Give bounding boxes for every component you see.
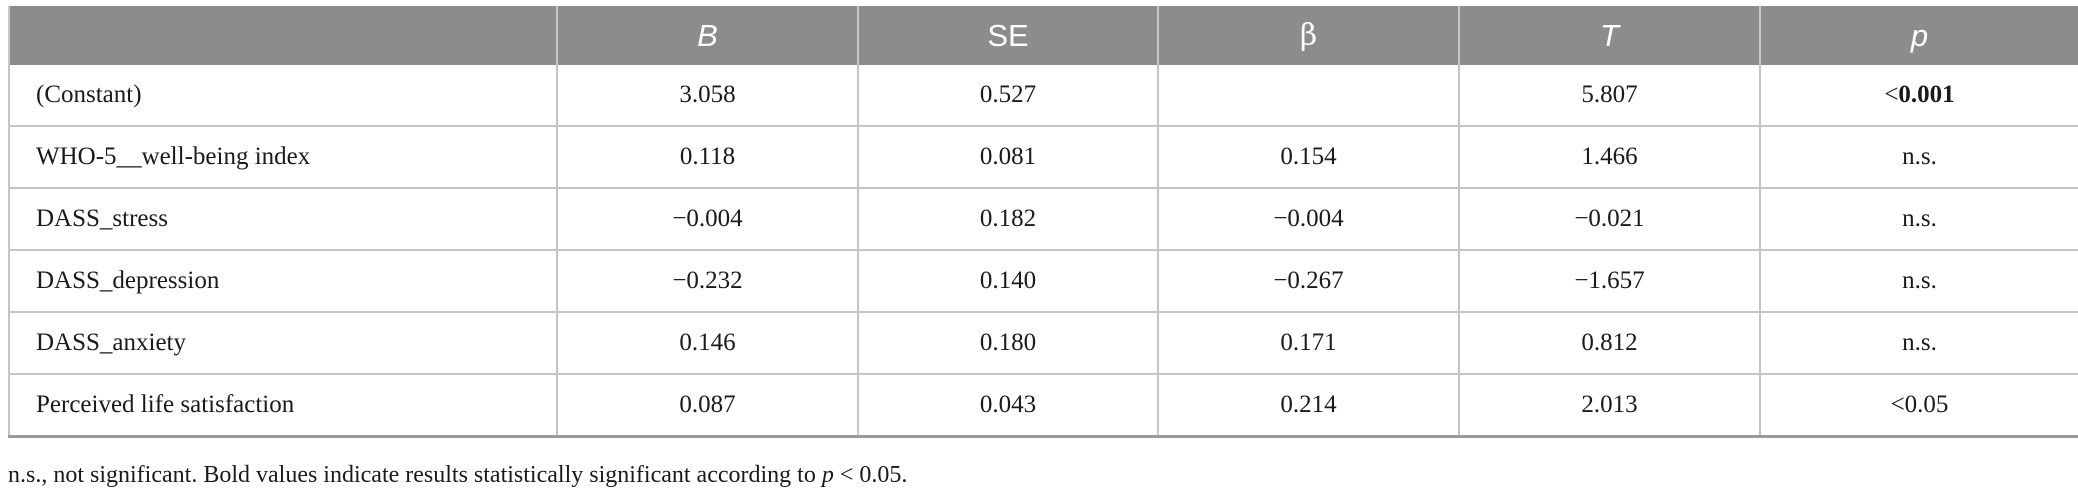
table-row: DASS_anxiety 0.146 0.180 0.171 0.812 n.s… — [8, 312, 2078, 375]
row-label: WHO-5__well-being index — [8, 126, 558, 189]
table-row: Perceived life satisfaction 0.087 0.043 … — [8, 374, 2078, 437]
cell-t: −1.657 — [1458, 250, 1761, 313]
row-label: Perceived life satisfaction — [8, 374, 558, 437]
cell-p: n.s. — [1759, 126, 2078, 189]
cell-b: −0.004 — [556, 188, 859, 251]
regression-table-container: B SE β T p (Constant) 3.058 0.527 5.807 … — [8, 6, 2078, 438]
table-row: WHO-5__well-being index 0.118 0.081 0.15… — [8, 126, 2078, 189]
row-label: DASS_stress — [8, 188, 558, 251]
cell-beta: −0.267 — [1157, 250, 1460, 313]
cell-se: 0.140 — [857, 250, 1159, 313]
table-row: DASS_depression −0.232 0.140 −0.267 −1.6… — [8, 250, 2078, 313]
cell-t: 5.807 — [1458, 65, 1761, 127]
cell-beta: 0.154 — [1157, 126, 1460, 189]
header-p: p — [1759, 6, 2078, 65]
cell-b: 0.118 — [556, 126, 859, 189]
cell-se: 0.180 — [857, 312, 1159, 375]
table-footnote: n.s., not significant. Bold values indic… — [8, 462, 907, 489]
cell-beta — [1157, 65, 1460, 127]
cell-beta: 0.214 — [1157, 374, 1460, 437]
table-row: DASS_stress −0.004 0.182 −0.004 −0.021 n… — [8, 188, 2078, 251]
cell-p: n.s. — [1759, 250, 2078, 313]
cell-se: 0.043 — [857, 374, 1159, 437]
p-prefix: < — [1884, 81, 1899, 108]
cell-se: 0.527 — [857, 65, 1159, 127]
header-row: B SE β T p — [8, 6, 2078, 65]
p-value-significant: 0.001 — [1898, 81, 1955, 108]
header-se: SE — [857, 6, 1159, 65]
cell-beta: 0.171 — [1157, 312, 1460, 375]
table-row: (Constant) 3.058 0.527 5.807 <0.001 — [8, 65, 2078, 127]
regression-table: B SE β T p (Constant) 3.058 0.527 5.807 … — [8, 6, 2078, 438]
cell-b: −0.232 — [556, 250, 859, 313]
row-label: DASS_anxiety — [8, 312, 558, 375]
header-label-column — [8, 6, 558, 65]
row-label: DASS_depression — [8, 250, 558, 313]
header-b: B — [556, 6, 859, 65]
footnote-text: n.s., not significant. Bold values indic… — [8, 462, 822, 488]
cell-t: 1.466 — [1458, 126, 1761, 189]
cell-t: −0.021 — [1458, 188, 1761, 251]
footnote-p-symbol: p — [821, 462, 834, 488]
cell-t: 0.812 — [1458, 312, 1761, 375]
cell-p: <0.001 — [1759, 65, 2078, 127]
row-label: (Constant) — [8, 65, 558, 127]
cell-se: 0.081 — [857, 126, 1159, 189]
cell-se: 0.182 — [857, 188, 1159, 251]
cell-beta: −0.004 — [1157, 188, 1460, 251]
header-t: T — [1458, 6, 1761, 65]
cell-p: n.s. — [1759, 312, 2078, 375]
cell-p: <0.05 — [1759, 374, 2078, 437]
cell-p: n.s. — [1759, 188, 2078, 251]
cell-t: 2.013 — [1458, 374, 1761, 437]
footnote-threshold: < 0.05. — [833, 462, 908, 488]
cell-b: 0.146 — [556, 312, 859, 375]
header-beta: β — [1157, 6, 1460, 65]
cell-b: 0.087 — [556, 374, 859, 437]
cell-b: 3.058 — [556, 65, 859, 127]
